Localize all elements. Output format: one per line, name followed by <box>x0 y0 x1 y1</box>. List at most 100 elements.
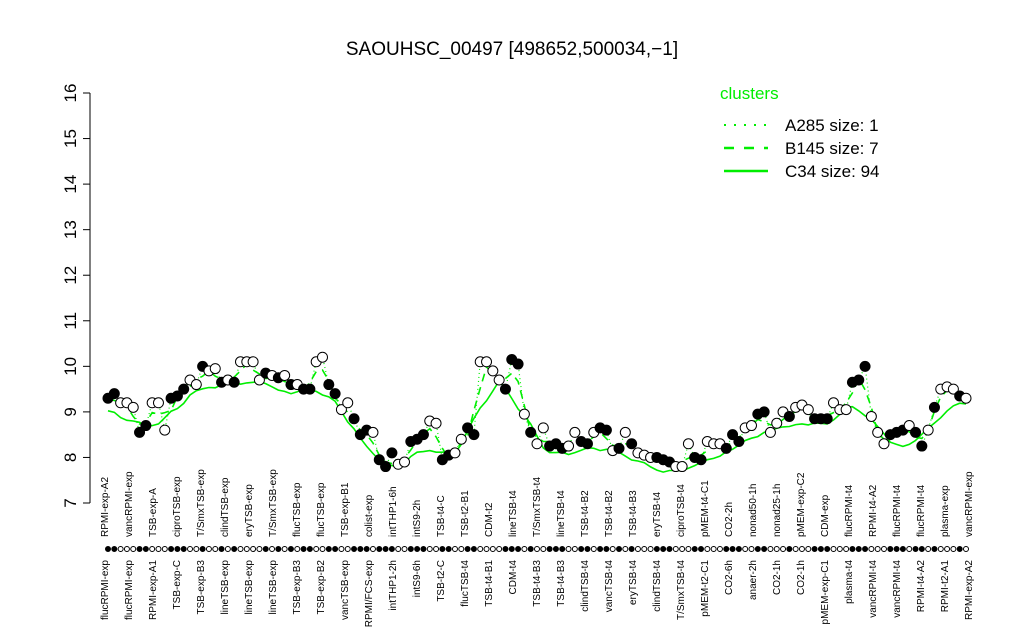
rug-mark <box>546 546 553 552</box>
data-point <box>455 433 467 445</box>
top-sample-label: TSB-t4-B2 <box>604 490 615 537</box>
chart-title: SAOUHSC_00497 [498652,500034,−1] <box>346 39 678 60</box>
rug-mark <box>420 546 427 552</box>
rug-mark <box>376 546 383 552</box>
rug-mark <box>306 546 313 552</box>
rug-mark <box>168 546 175 552</box>
rug-mark <box>836 546 843 552</box>
y-tick-label: 8 <box>61 453 80 462</box>
top-sample-label: TSB-exp-A <box>148 488 159 537</box>
rug-mark <box>407 546 414 552</box>
bottom-sample-label: T/SmxTSB-t4 <box>676 560 687 620</box>
bottom-sample-label: TSB-t2-C <box>436 560 447 602</box>
rug-mark <box>767 546 774 552</box>
bottom-sample-label: TSB-t4-B1 <box>484 560 495 607</box>
rug-mark <box>344 546 351 552</box>
bottom-sample-label: RPMI-exp-A1 <box>148 560 159 620</box>
data-point <box>247 356 259 368</box>
data-point <box>134 426 146 438</box>
top-sample-labels: RPMI-exp-A2 vancRPMI-exp TSB-exp-A ciproTSB… <box>100 469 975 537</box>
rug-mark <box>193 546 200 552</box>
rug-mark <box>502 546 509 552</box>
rug-mark <box>496 546 503 552</box>
rug-mark <box>527 546 534 552</box>
rug-mark <box>824 546 831 552</box>
top-sample-label: CO2-2h <box>724 502 735 537</box>
bottom-sample-label: eryTSB-t4 <box>628 560 639 605</box>
rug-mark <box>805 546 812 552</box>
rug-mark <box>136 546 143 552</box>
data-point <box>348 413 360 425</box>
bottom-sample-label: TSB-exp-B3 <box>196 560 207 615</box>
top-sample-label: RPMI-t4-A2 <box>868 484 879 537</box>
data-point <box>108 388 120 400</box>
rug-mark <box>218 546 225 552</box>
data-point <box>872 426 884 438</box>
rug-mark <box>155 546 162 552</box>
rug-mark <box>142 546 149 552</box>
data-point <box>152 397 164 409</box>
legend-entry-a285: A285 size: 1 <box>785 116 879 135</box>
rug-mark <box>874 546 881 552</box>
rug-mark <box>237 546 244 552</box>
rug-mark <box>704 546 711 552</box>
data-point <box>569 426 581 438</box>
rug-mark <box>451 546 458 552</box>
rug-mark <box>250 546 257 552</box>
data-point <box>525 426 537 438</box>
data-point <box>922 424 934 436</box>
rug-mark <box>723 546 730 552</box>
rug-mark <box>388 546 395 552</box>
data-point <box>399 456 411 468</box>
y-tick-label: 15 <box>61 129 80 148</box>
bottom-sample-label: flucRPMI-exp <box>124 560 135 620</box>
rug-mark <box>174 546 181 552</box>
data-point <box>178 383 190 395</box>
rug-mark <box>597 546 604 552</box>
rug-mark <box>849 546 856 552</box>
rug-mark <box>685 546 692 552</box>
data-point <box>537 422 549 434</box>
data-point <box>304 383 316 395</box>
rug-mark <box>698 546 705 552</box>
data-point <box>449 447 461 459</box>
data-point <box>190 379 202 391</box>
rug-mark <box>470 546 477 552</box>
rug-mark <box>105 546 111 552</box>
data-point <box>468 429 480 441</box>
rug-mark <box>830 546 837 552</box>
bottom-sample-label: flucTSB-t4 <box>460 560 471 607</box>
rug-mark <box>603 546 610 552</box>
rug-mark <box>477 546 484 552</box>
bottom-sample-label: flucRPMI-exp <box>100 560 111 620</box>
data-point <box>619 426 631 438</box>
bottom-sample-label: pMEM-exp-C1 <box>820 560 831 625</box>
data-point <box>323 379 335 391</box>
rug-mark <box>534 546 540 552</box>
top-sample-label: eryTSB-exp <box>244 484 255 537</box>
rug-mark <box>187 546 194 552</box>
top-sample-label: lineTSB-t4 <box>508 490 519 537</box>
top-sample-label: vancRPMI-exp <box>964 471 975 537</box>
rug-mark <box>123 546 130 552</box>
bottom-sample-label: vancRPMI-t4 <box>868 560 879 618</box>
rug-mark <box>729 546 736 552</box>
data-point <box>512 358 524 370</box>
top-sample-label: flucTSB-exp <box>292 482 303 537</box>
rug-mark <box>262 546 269 552</box>
rug-mark <box>742 546 749 552</box>
top-sample-label: pMEM-t4-C1 <box>700 480 711 537</box>
rug-mark <box>918 546 925 552</box>
rug-mark <box>679 546 686 552</box>
rug-mark <box>212 546 219 552</box>
rug-mark <box>281 546 288 552</box>
rug-mark <box>880 546 887 552</box>
data-point <box>802 404 814 416</box>
rug-mark <box>616 546 623 552</box>
bottom-sample-label: lineTSB-exp <box>244 560 255 615</box>
data-point <box>329 388 341 400</box>
rug-mark <box>672 546 679 552</box>
bottom-sample-label: CO2-1h <box>796 560 807 595</box>
rug-mark <box>224 546 231 552</box>
